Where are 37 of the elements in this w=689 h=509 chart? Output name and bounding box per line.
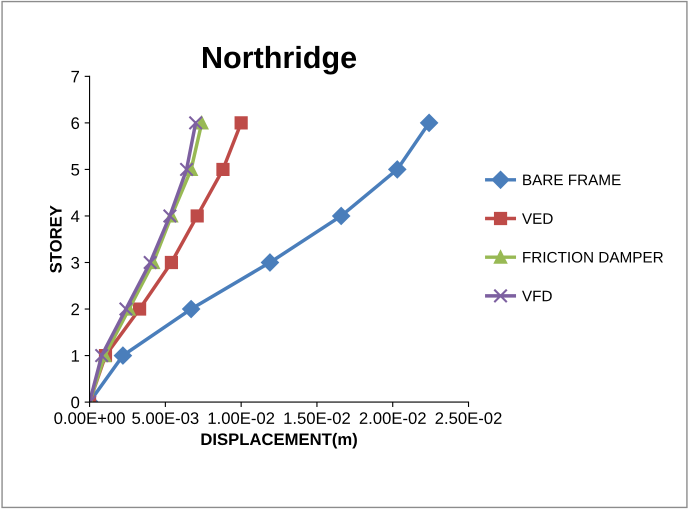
x-tick-label: 1.50E-02 [284, 412, 350, 424]
point [388, 160, 406, 178]
y-tick-label: 0 [71, 396, 80, 408]
x-tick-label: 2.00E-02 [360, 412, 426, 424]
y-tick-label: 7 [71, 70, 80, 82]
point [188, 116, 203, 130]
point [420, 114, 438, 132]
y-tick-label: 3 [71, 256, 80, 269]
legend-label: FRICTION DAMPER [523, 252, 663, 263]
y-tick-label: 2 [71, 303, 80, 316]
x-tick-label: 0.00E+00 [54, 412, 125, 424]
legend-label: VFD [522, 290, 552, 302]
y-axis-title: STOREY [50, 205, 62, 273]
x-tick-label: 5.00E-03 [132, 412, 198, 424]
x-tick-label: 2.50E-02 [436, 412, 502, 424]
point [216, 162, 230, 176]
x-axis-title: DISPLACEMENT(m) [201, 432, 357, 448]
point [114, 346, 132, 364]
chart-title: Northridge [203, 46, 356, 74]
point [118, 302, 134, 316]
point [94, 348, 109, 363]
point [142, 255, 158, 270]
legend-label: VED [522, 213, 553, 224]
point [234, 116, 248, 130]
point [182, 300, 200, 318]
point [332, 207, 350, 225]
y-tick-label: 5 [71, 164, 80, 176]
x-tick-label: 1.00E-02 [208, 412, 274, 424]
point [164, 256, 178, 270]
legend-label: BARE FRAME [523, 174, 621, 186]
point [261, 254, 279, 272]
point [179, 162, 194, 177]
y-tick-label: 6 [71, 117, 80, 130]
point [132, 302, 146, 316]
point [190, 209, 204, 223]
y-tick-label: 1 [72, 350, 80, 362]
y-tick-label: 4 [70, 210, 80, 222]
